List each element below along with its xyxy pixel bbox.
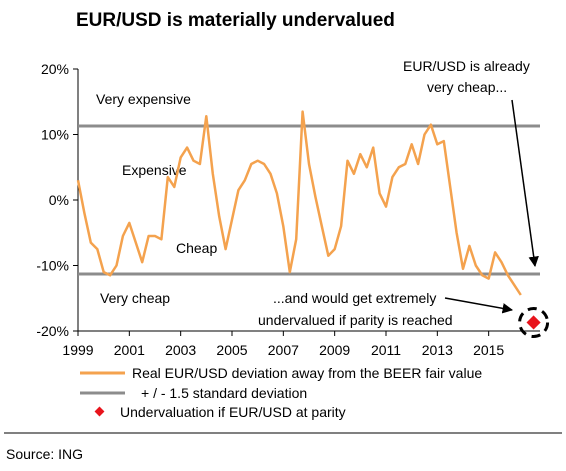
parity-point-marker bbox=[526, 315, 541, 330]
y-tick-label: -10% bbox=[36, 258, 69, 274]
x-tick-label: 2011 bbox=[371, 342, 401, 358]
x-tick-label: 1999 bbox=[62, 342, 93, 358]
series-line-beer-deviation bbox=[76, 110, 522, 296]
y-tick-label: -20% bbox=[36, 323, 69, 339]
x-tick-label: 2007 bbox=[268, 342, 299, 358]
x-tick-label: 2015 bbox=[473, 342, 504, 358]
annotation-arrow-top bbox=[511, 99, 539, 268]
legend-label-std-band: + / - 1.5 standard deviation bbox=[141, 385, 307, 401]
annotation-already-cheap-line1: EUR/USD is already bbox=[403, 58, 530, 74]
zone-label-very-expensive: Very expensive bbox=[96, 91, 191, 107]
zone-label-cheap: Cheap bbox=[176, 240, 217, 256]
parity-point-highlight-ring bbox=[518, 306, 550, 338]
x-tick-label: 2009 bbox=[319, 342, 350, 358]
annotation-parity-line1: ...and would get extremely bbox=[273, 290, 436, 306]
x-tick-label: 2013 bbox=[422, 342, 453, 358]
y-tick-label: 20% bbox=[41, 61, 69, 77]
y-tick-label: 0% bbox=[49, 192, 69, 208]
legend-label-beer-deviation: Real EUR/USD deviation away from the BEE… bbox=[132, 365, 482, 381]
x-tick-label: 2005 bbox=[216, 342, 247, 358]
y-axis-ticks: 20% 10% 0% -10% -20% bbox=[36, 61, 78, 339]
annotation-already-cheap-line2: very cheap... bbox=[427, 79, 507, 95]
zone-label-expensive: Expensive bbox=[122, 162, 187, 178]
chart-title: EUR/USD is materially undervalued bbox=[76, 10, 395, 31]
legend: Real EUR/USD deviation away from the BEE… bbox=[80, 365, 482, 420]
x-tick-label: 2003 bbox=[165, 342, 196, 358]
annotation-arrow-bottom bbox=[444, 297, 514, 314]
source-text: Source: ING bbox=[6, 446, 83, 462]
y-tick-label: 10% bbox=[41, 127, 69, 143]
legend-label-parity: Undervaluation if EUR/USD at parity bbox=[120, 404, 346, 420]
legend-swatch-parity bbox=[94, 406, 105, 417]
x-axis-ticks: 1999 2001 2003 2005 2007 2009 2011 2013 2015 bbox=[62, 331, 504, 358]
x-tick-label: 2001 bbox=[114, 342, 145, 358]
zone-label-very-cheap: Very cheap bbox=[100, 290, 170, 306]
annotation-parity-line2: undervalued if parity is reached bbox=[258, 312, 453, 328]
